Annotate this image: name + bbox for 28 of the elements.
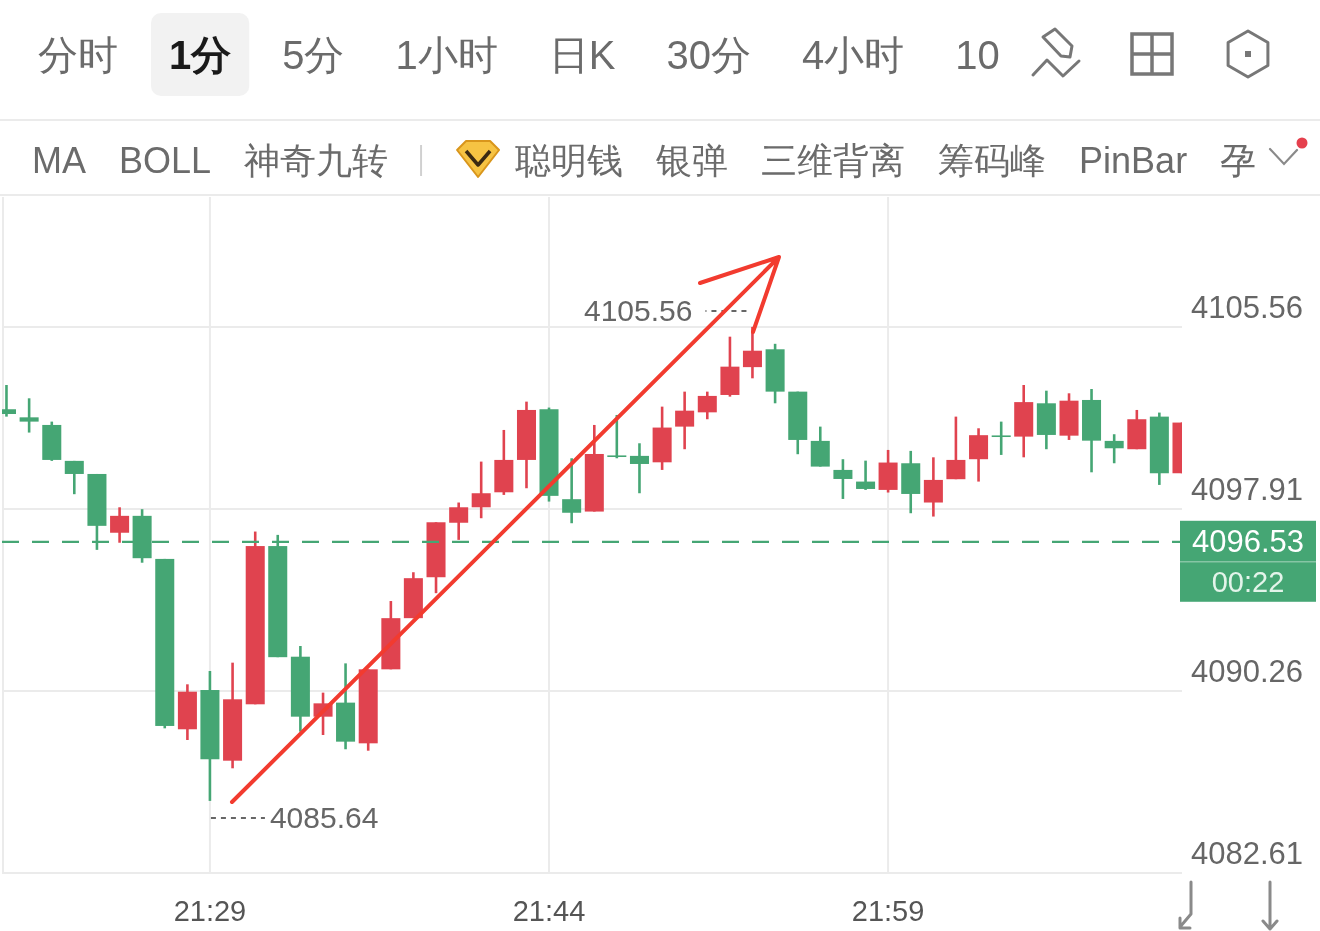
text: 三维背离 — [761, 139, 906, 181]
text: BOLL — [119, 139, 212, 181]
text: 1分 — [169, 33, 232, 77]
annotation: 4105.56 — [584, 294, 693, 328]
text: 神奇九转 — [244, 139, 389, 181]
text: 1小时 — [395, 33, 498, 77]
x-tick-label: 21:59 — [851, 895, 925, 927]
y-tick-label: 4105.56 — [1190, 289, 1303, 325]
text: 5分 — [282, 33, 345, 77]
text: MA — [32, 139, 86, 181]
text: 孕 — [1220, 139, 1257, 181]
text: 银弹 — [655, 139, 729, 181]
x-tick-label: 21:29 — [173, 895, 247, 927]
text: 分时 — [38, 33, 118, 77]
x-tick-label: 21:44 — [512, 895, 586, 927]
text: 4小时 — [801, 33, 905, 77]
ref-line-label: 4096.53 — [1191, 524, 1305, 560]
text: 30分 — [666, 33, 751, 77]
annotation: 4085.64 — [269, 801, 379, 835]
y-tick-label: 4082.61 — [1190, 836, 1303, 871]
text: PinBar — [1079, 139, 1188, 181]
text: 10 — [955, 33, 1000, 77]
y-tick-label: 4097.91 — [1190, 471, 1303, 507]
text: 00:22 — [1211, 565, 1285, 598]
text: 聪明钱 — [515, 139, 624, 181]
y-tick-label: 4090.26 — [1190, 653, 1303, 689]
text: 筹码峰 — [938, 139, 1047, 181]
text: 日K — [548, 33, 616, 77]
